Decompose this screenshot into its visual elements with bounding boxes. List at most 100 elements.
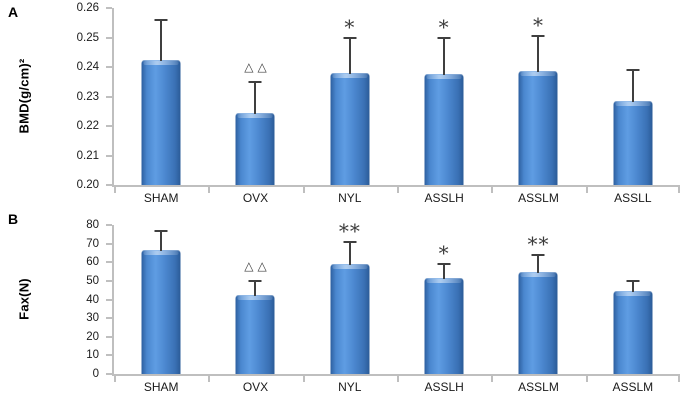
y-tick-mark <box>106 125 112 127</box>
y-tick-label: 0.24 <box>76 61 99 73</box>
bar <box>330 264 370 374</box>
x-category-label: ASSLL <box>614 191 652 205</box>
error-bar-line <box>631 280 634 293</box>
error-bar-line <box>348 241 351 266</box>
bar-column: △△ OVX <box>208 225 302 394</box>
bar-column: * ASSLH <box>397 8 491 206</box>
bar <box>235 112 275 185</box>
error-bar-cap <box>531 253 545 256</box>
error-bar-line <box>443 264 446 280</box>
bar <box>424 74 464 185</box>
y-tick-mark <box>106 354 112 357</box>
significance-asterisks: * <box>438 241 450 266</box>
bar-column: * ASSLM <box>491 8 585 205</box>
error-bar-cap <box>154 18 168 21</box>
significance-asterisks: * <box>344 14 356 39</box>
error-bar-line <box>254 81 257 114</box>
y-tick-label: 20 <box>86 330 99 343</box>
bar <box>424 278 464 374</box>
x-category-label: ASSLM <box>518 380 559 394</box>
y-tick-label: 0.20 <box>76 179 99 191</box>
y-tick-mark <box>106 224 112 226</box>
y-tick-label: 0.26 <box>76 2 99 14</box>
error-bar-line <box>443 37 446 76</box>
x-tick-mark <box>114 187 116 193</box>
error-bar-cap <box>437 263 451 266</box>
error-bar-cap <box>626 279 640 282</box>
y-tick-label: 40 <box>86 293 99 306</box>
significance-asterisks: ** <box>338 218 361 243</box>
error-bar-cap <box>343 36 357 39</box>
x-tick-mark <box>114 376 116 382</box>
error-bar-cap <box>437 36 451 39</box>
x-category-label: ASSLH <box>424 191 464 205</box>
y-tick-mark <box>106 36 112 39</box>
chart-panel-a: A BMD(g/cm)² 0.20 0.21 0.22 0.23 0.24 0.25 0.2… <box>8 2 680 206</box>
y-axis-title-fax: Fax(N) <box>16 278 32 320</box>
y-tick-mark <box>106 279 112 282</box>
x-category-label: OVX <box>242 191 269 205</box>
x-tick-mark <box>491 187 494 193</box>
bar-column: ** ASSLM <box>491 225 585 394</box>
x-tick-mark <box>678 376 680 382</box>
x-tick-mark <box>208 376 211 382</box>
error-bar-cap <box>343 240 357 243</box>
bar-column: SHAM <box>114 225 208 394</box>
x-category-label: ASSLM <box>518 191 559 205</box>
y-tick-mark <box>106 242 112 245</box>
significance-triangles: △△ <box>244 258 271 273</box>
y-tick-label: 80 <box>86 219 99 231</box>
error-bar-cap <box>626 68 640 71</box>
bar <box>235 294 275 374</box>
x-tick-mark <box>397 187 399 193</box>
y-axis-title-bmd: BMD(g/cm)² <box>16 58 32 134</box>
bar <box>518 271 558 374</box>
error-bar-cap <box>248 80 262 83</box>
bar <box>141 59 181 185</box>
error-bar-line <box>631 69 634 102</box>
bar-column: △△ OVX <box>208 8 302 205</box>
bar-column: ASSLL <box>586 8 680 205</box>
bar <box>613 100 653 185</box>
bar <box>141 250 181 374</box>
panel-label-b: B <box>8 211 19 227</box>
significance-asterisks: * <box>438 14 450 39</box>
x-tick-mark <box>585 187 588 193</box>
bar-column: SHAM <box>114 8 208 205</box>
y-axis-tick-labels: 0 10 20 30 40 50 60 70 80 <box>40 219 106 380</box>
error-bar-line <box>254 280 257 296</box>
x-category-label: NYL <box>338 191 362 205</box>
y-tick-mark <box>106 317 112 320</box>
significance-triangles: △△ <box>244 59 271 74</box>
x-category-label: ASSLM <box>612 380 654 394</box>
error-bar-cap <box>154 229 168 232</box>
y-tick-mark <box>106 261 112 264</box>
y-tick-mark <box>106 7 112 9</box>
y-tick-label: 50 <box>86 274 99 287</box>
bar <box>330 72 370 185</box>
bar-column: ** NYL <box>303 218 397 394</box>
bar-column: * ASSLH <box>397 225 491 394</box>
x-tick-mark <box>491 376 494 382</box>
y-tick-mark <box>106 373 112 375</box>
y-tick-mark <box>106 95 112 98</box>
significance-asterisks: * <box>532 13 544 38</box>
x-tick-mark <box>302 187 305 193</box>
x-tick-mark <box>208 187 211 193</box>
bar <box>518 71 558 185</box>
y-tick-label: 70 <box>86 237 99 250</box>
panel-label-a: A <box>8 4 19 20</box>
y-tick-label: 30 <box>86 312 99 325</box>
y-tick-mark <box>106 184 112 186</box>
y-axis-tick-labels: 0.20 0.21 0.22 0.23 0.24 0.25 0.26 <box>40 2 106 191</box>
x-category-label: OVX <box>242 380 269 394</box>
y-tick-label: 10 <box>86 349 99 362</box>
y-tick-label: 60 <box>86 256 99 269</box>
error-bar-line <box>537 254 540 273</box>
bar-column: * NYL <box>303 8 397 205</box>
y-tick-label: 0.22 <box>76 120 99 132</box>
plot-area-b: SHAM △△ OVX ** NYL * ASSLH ** ASSLM ASSLM <box>106 218 680 394</box>
y-tick-mark <box>106 335 112 338</box>
error-bar-cap <box>531 35 545 38</box>
